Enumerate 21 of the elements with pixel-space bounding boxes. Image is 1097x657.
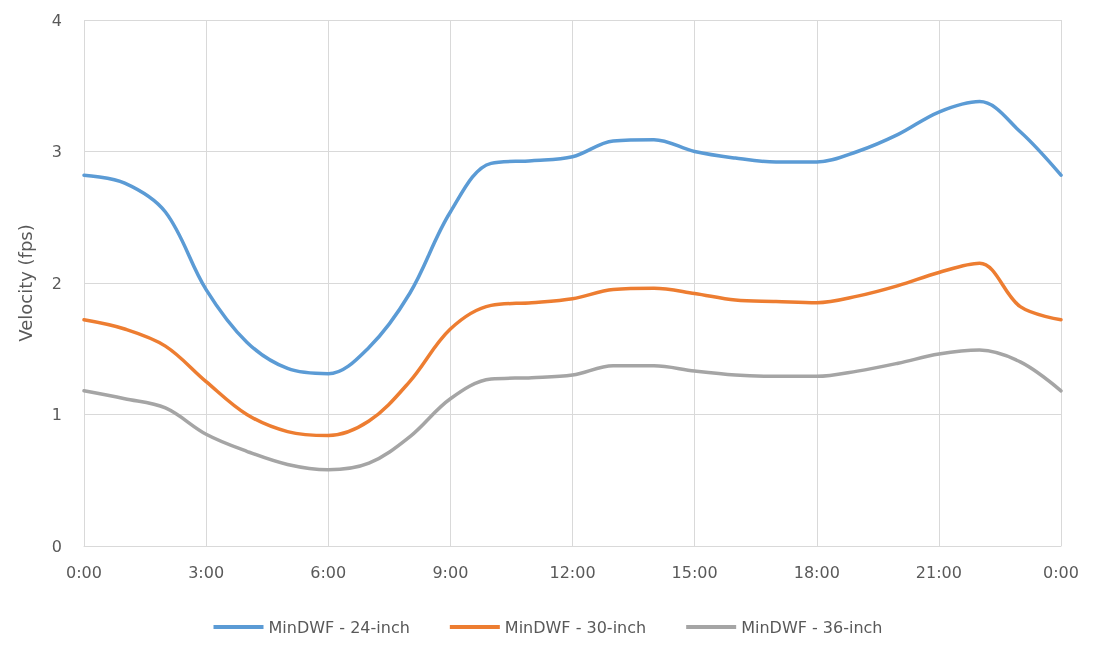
y-tick-label: 1 (51, 405, 62, 424)
x-tick-label: 15:00 (671, 562, 718, 582)
legend-label: MinDWF - 24-inch (268, 617, 410, 637)
line-series (82, 99, 1063, 376)
line-series (82, 261, 1063, 438)
x-tick-label: 0:00 (1043, 562, 1079, 582)
y-tick-label: 4 (51, 10, 62, 30)
x-tick-label: 6:00 (310, 562, 347, 582)
x-tick-label: 18:00 (793, 562, 840, 582)
x-tick-label: 21:00 (915, 562, 962, 582)
x-tick-label: 12:00 (549, 562, 596, 582)
x-tick-label: 9:00 (432, 562, 469, 582)
legend-label: MinDWF - 30-inch (504, 617, 647, 637)
x-tick-label: 3:00 (188, 562, 225, 582)
x-tick-label: 0:00 (66, 562, 102, 582)
line-series (82, 348, 1063, 472)
y-tick-label: 3 (51, 142, 62, 161)
y-axis-title: Velocity (fps) (14, 224, 36, 342)
y-tick-label: 0 (51, 536, 62, 556)
legend-label: MinDWF - 36-inch (741, 617, 883, 637)
y-tick-label: 2 (51, 273, 62, 293)
